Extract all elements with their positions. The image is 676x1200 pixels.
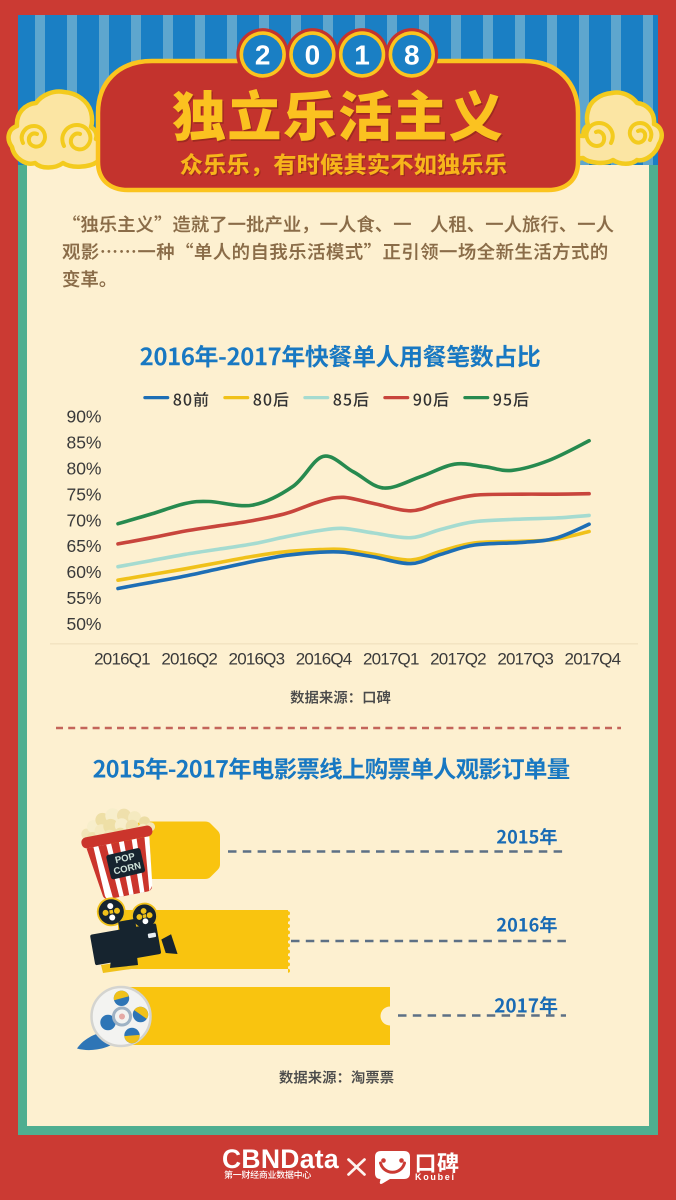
svg-text:2017Q3: 2017Q3 — [497, 650, 553, 669]
svg-text:60%: 60% — [66, 562, 101, 582]
svg-text:2017Q1: 2017Q1 — [363, 650, 419, 669]
svg-text:2016Q3: 2016Q3 — [229, 650, 285, 669]
svg-text:0: 0 — [305, 40, 321, 71]
svg-text:2016Q1: 2016Q1 — [94, 650, 150, 669]
svg-text:Koubei: Koubei — [415, 1172, 456, 1182]
svg-text:2016Q4: 2016Q4 — [296, 650, 352, 669]
svg-text:65%: 65% — [66, 536, 101, 556]
svg-text:POP: POP — [114, 851, 137, 866]
svg-text:55%: 55% — [66, 588, 101, 608]
svg-text:50%: 50% — [66, 614, 101, 634]
svg-text:2: 2 — [255, 40, 271, 71]
svg-text:2017Q2: 2017Q2 — [430, 650, 486, 669]
svg-text:90%: 90% — [66, 407, 101, 427]
svg-text:85%: 85% — [66, 433, 101, 453]
svg-text:70%: 70% — [66, 510, 101, 530]
svg-text:CBNData: CBNData — [222, 1144, 339, 1174]
svg-text:8: 8 — [404, 40, 420, 71]
svg-text:75%: 75% — [66, 484, 101, 504]
svg-text:80%: 80% — [66, 459, 101, 479]
svg-text:2017Q4: 2017Q4 — [565, 650, 621, 669]
svg-text:2016Q2: 2016Q2 — [161, 650, 217, 669]
svg-text:1: 1 — [354, 40, 370, 71]
